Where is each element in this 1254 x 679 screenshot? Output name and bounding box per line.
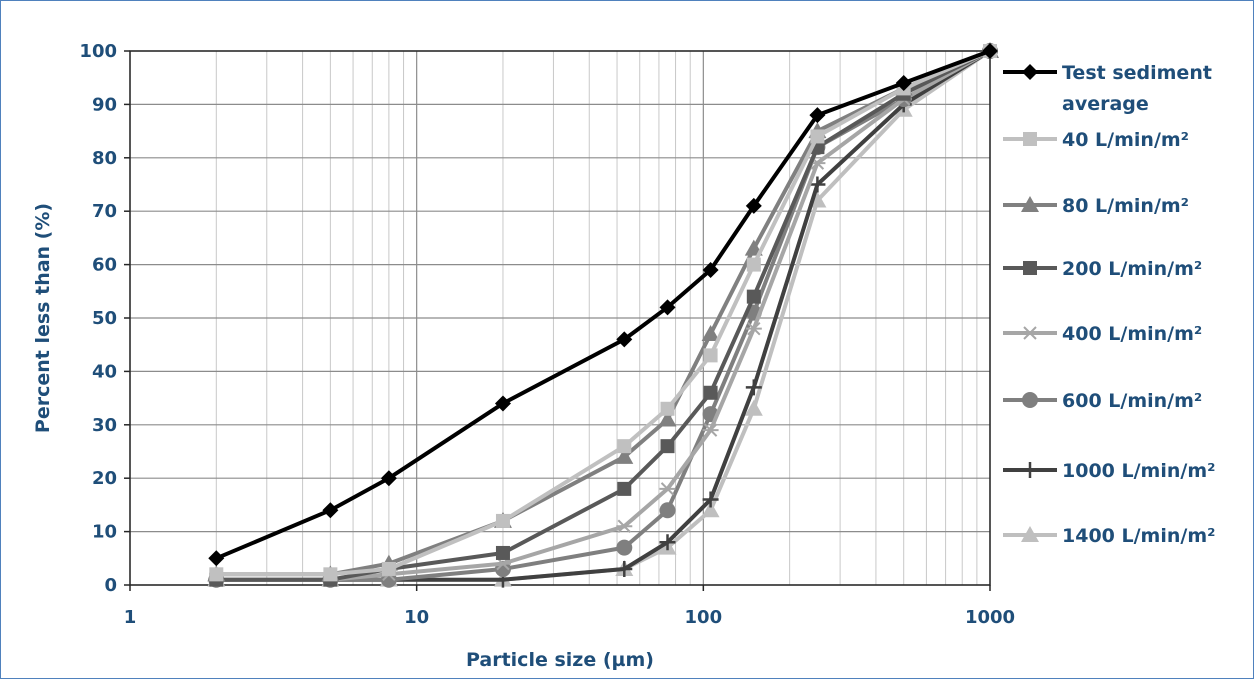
data-point	[746, 257, 761, 272]
data-point	[659, 502, 676, 519]
y-tick-label: 80	[92, 148, 117, 169]
data-point	[744, 399, 763, 416]
legend-marker	[1023, 261, 1037, 275]
data-point	[616, 519, 633, 533]
data-point	[495, 545, 510, 560]
data-point	[381, 561, 396, 576]
legend-marker	[1021, 196, 1039, 212]
legend-label: 400 L/min/m²	[1062, 323, 1202, 345]
data-point	[495, 513, 510, 528]
legend-item: Test sediment average	[1003, 62, 1212, 115]
x-tick-label: 1	[124, 607, 137, 628]
series-2	[209, 44, 997, 582]
y-tick-label: 100	[79, 41, 117, 62]
data-point	[323, 567, 338, 582]
legend-item: 600 L/min/m²	[1003, 390, 1202, 412]
data-point	[659, 299, 676, 316]
legend-label: 1000 L/min/m²	[1062, 460, 1215, 482]
legend-marker	[1021, 526, 1039, 542]
data-point	[659, 534, 676, 551]
data-point	[660, 401, 675, 416]
legend-item: 1400 L/min/m²	[1003, 525, 1215, 547]
data-point	[617, 481, 632, 496]
legend-label: 200 L/min/m²	[1062, 258, 1202, 280]
data-point	[322, 502, 339, 519]
data-point	[746, 289, 761, 304]
y-tick-label: 70	[92, 201, 117, 222]
data-point	[745, 321, 762, 336]
data-point	[660, 439, 675, 454]
data-point	[701, 325, 720, 342]
legend-item: 80 L/min/m²	[1003, 195, 1189, 217]
data-point	[745, 197, 762, 214]
y-tick-label: 10	[92, 522, 117, 543]
data-point	[703, 385, 718, 400]
data-point	[208, 550, 225, 567]
data-point	[809, 107, 826, 124]
data-point	[209, 567, 224, 582]
x-axis-label: Particle size (µm)	[466, 649, 654, 671]
data-point	[617, 439, 632, 454]
data-point	[494, 395, 511, 412]
y-tick-label: 90	[92, 94, 117, 115]
legend-item: 400 L/min/m²	[1003, 323, 1202, 345]
data-point	[895, 75, 912, 92]
legend-label: 80 L/min/m²	[1062, 195, 1189, 217]
legend-marker	[1023, 132, 1037, 146]
data-point	[702, 423, 719, 437]
data-point	[615, 447, 634, 464]
series-layer	[207, 42, 999, 588]
data-point	[659, 482, 676, 496]
y-axis-label: Percent less than (%)	[32, 203, 54, 433]
y-tick-label: 50	[92, 308, 117, 329]
data-point	[658, 410, 677, 427]
x-tick-label: 10	[404, 607, 429, 628]
data-point	[380, 470, 397, 487]
data-point	[703, 348, 718, 363]
legend: Test sediment average 40 L/min/m² 80 L/min/…	[1003, 62, 1215, 547]
legend-marker	[1022, 326, 1038, 340]
grid-lines	[129, 50, 991, 586]
data-point	[616, 560, 633, 577]
legend-marker	[1022, 392, 1038, 408]
data-point	[701, 501, 720, 518]
legend-label: Test sediment average	[1062, 62, 1212, 115]
y-tick-label: 0	[104, 575, 117, 596]
y-tick-label: 60	[92, 255, 117, 276]
data-point	[616, 539, 633, 556]
x-tick-label: 1000	[965, 607, 1015, 628]
series-1	[208, 43, 998, 567]
data-point	[745, 379, 762, 396]
y-tick-label: 30	[92, 415, 117, 436]
y-tick-label: 40	[92, 361, 117, 382]
x-tick-label: 100	[685, 607, 723, 628]
legend-label: 40 L/min/m²	[1062, 129, 1189, 151]
data-point	[702, 261, 719, 278]
data-point	[810, 129, 825, 144]
legend-item: 40 L/min/m²	[1003, 129, 1189, 151]
y-tick-label: 20	[92, 468, 117, 489]
legend-label: 1400 L/min/m²	[1062, 525, 1215, 547]
data-point	[616, 331, 633, 348]
legend-item: 200 L/min/m²	[1003, 258, 1202, 280]
legend-label: 600 L/min/m²	[1062, 390, 1202, 412]
data-point	[809, 176, 826, 193]
data-point	[982, 43, 998, 59]
legend-item: 1000 L/min/m²	[1003, 460, 1215, 482]
data-point	[702, 491, 719, 508]
legend-marker	[1022, 64, 1038, 80]
legend-marker	[1022, 462, 1038, 478]
